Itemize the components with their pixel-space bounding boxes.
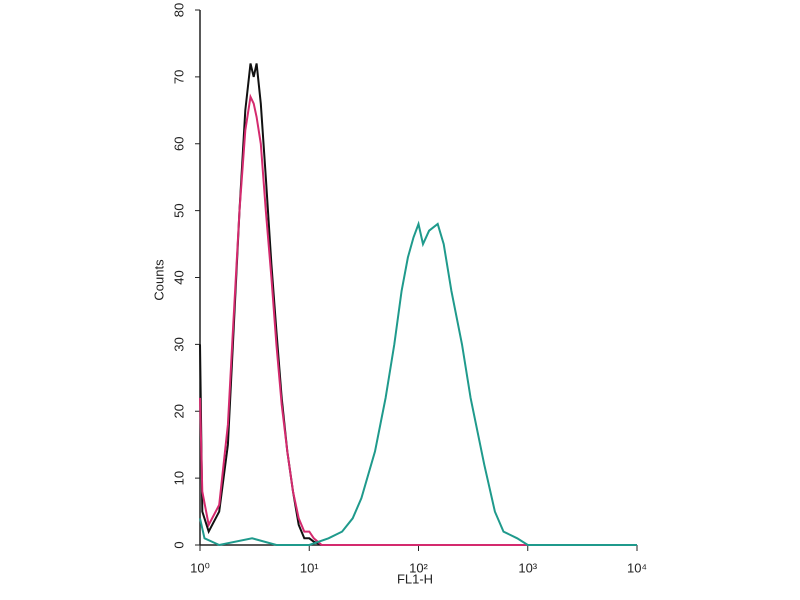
- histogram-line: [199, 63, 637, 546]
- x-tick-label: 10¹: [300, 560, 319, 575]
- y-tick-label: 80: [171, 3, 186, 17]
- y-tick-label: 60: [171, 137, 186, 151]
- y-axis-label: Counts: [151, 259, 166, 301]
- x-axis-label: FL1-H: [397, 571, 433, 586]
- y-tick-label: 0: [171, 541, 186, 548]
- y-tick-label: 30: [171, 337, 186, 351]
- y-tick-label: 40: [171, 270, 186, 284]
- histogram-line: [199, 93, 637, 546]
- x-tick-label: 10²: [409, 560, 428, 575]
- x-tick-label: 10⁴: [627, 560, 647, 575]
- x-tick-label: 10⁰: [190, 560, 210, 575]
- x-tick-label: 10³: [518, 560, 537, 575]
- y-tick-label: 70: [171, 70, 186, 84]
- histogram-line: [199, 220, 637, 547]
- y-tick-label: 20: [171, 404, 186, 418]
- y-tick-label: 50: [171, 203, 186, 217]
- y-tick-label: 10: [171, 471, 186, 485]
